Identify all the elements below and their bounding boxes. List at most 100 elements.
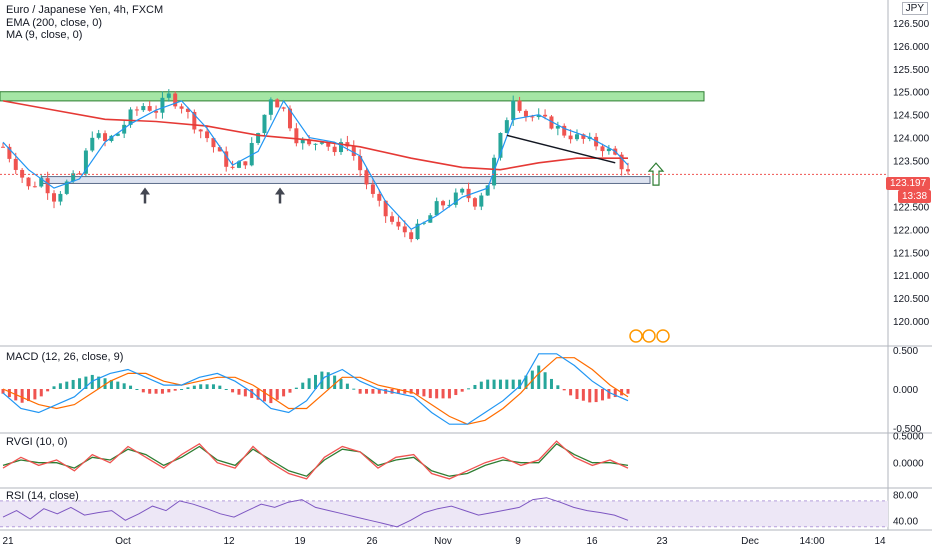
macd-histogram-bar: [345, 383, 349, 389]
macd-histogram-bar: [288, 389, 292, 393]
candle-body: [434, 201, 439, 216]
macd-histogram-bar: [562, 389, 566, 391]
macd-histogram-bar: [307, 378, 311, 389]
candle-body: [20, 169, 25, 178]
macd-histogram-bar: [524, 375, 528, 389]
macd-histogram-bar: [52, 386, 56, 389]
price-tick-label: 123.500: [893, 157, 930, 168]
macd-histogram-bar: [141, 389, 145, 393]
macd-histogram-bar: [396, 389, 400, 394]
candle-body: [281, 107, 286, 109]
rsi-band: [0, 500, 888, 527]
candle-body: [236, 161, 241, 168]
support-band: [41, 176, 651, 184]
macd-histogram-bar: [588, 389, 592, 403]
macd-histogram-bar: [556, 385, 560, 389]
macd-tick-label: 0.500: [893, 346, 918, 357]
macd-histogram-bar: [326, 372, 330, 389]
candle-body: [517, 100, 522, 111]
candle-body: [441, 201, 446, 206]
macd-histogram-bar: [46, 389, 50, 392]
candle-body: [460, 188, 465, 193]
candle-body: [52, 193, 57, 202]
candle-body: [626, 169, 630, 172]
candle-body: [498, 133, 503, 158]
macd-line: [2, 353, 629, 425]
price-tick-label: 126.000: [893, 42, 930, 53]
candle-body: [109, 135, 114, 142]
candle-body: [619, 154, 624, 170]
candle-body: [160, 97, 165, 113]
macd-histogram-bar: [498, 379, 502, 389]
candle-body: [230, 166, 235, 168]
macd-histogram-bar: [377, 389, 381, 394]
macd-histogram-bar: [486, 379, 490, 389]
candle-body: [128, 109, 133, 125]
candle-body: [224, 151, 229, 167]
candle-body: [511, 100, 516, 121]
rsi-line: [2, 497, 629, 528]
candle-body: [568, 135, 573, 140]
up-arrow-icon: [275, 187, 285, 195]
currency-button[interactable]: JPY: [901, 2, 928, 15]
macd-histogram-bar: [154, 389, 158, 394]
macd-histogram-bar: [186, 387, 190, 389]
macd-histogram-bar: [231, 389, 235, 393]
macd-histogram-bar: [422, 389, 426, 397]
candle-body: [370, 184, 375, 194]
macd-histogram-bar: [116, 381, 120, 389]
macd-histogram-bar: [135, 389, 139, 390]
macd-histogram-bar: [416, 389, 420, 395]
candle-body: [173, 93, 178, 107]
macd-histogram-bar: [275, 389, 279, 400]
candle-body: [383, 200, 388, 217]
macd-histogram-bar: [600, 389, 604, 401]
ema-legend: EMA (200, close, 0): [6, 17, 102, 29]
rsi-tick-label: 80.00: [893, 490, 918, 501]
macd-histogram-bar: [78, 378, 82, 389]
event-marker-icon: [629, 329, 643, 343]
time-tick-label: Oct: [115, 536, 131, 547]
macd-histogram-bar: [58, 383, 62, 389]
candle-body: [179, 106, 184, 109]
candle-body: [90, 137, 95, 151]
macd-histogram-bar: [1, 389, 5, 394]
time-tick-label: 23: [656, 536, 668, 547]
price-tick-label: 122.000: [893, 225, 930, 236]
candle-body: [211, 138, 216, 148]
macd-histogram-bar: [173, 389, 177, 391]
macd-histogram-bar: [224, 389, 228, 390]
candle-body: [606, 148, 611, 152]
candle-body: [581, 134, 586, 139]
candle-body: [396, 221, 401, 227]
price-tick-label: 122.500: [893, 202, 930, 213]
macd-histogram-bar: [607, 389, 611, 399]
time-tick-label: 19: [294, 536, 306, 547]
candle-body: [447, 204, 452, 206]
candle-body: [600, 146, 605, 152]
event-marker-icon: [656, 329, 670, 343]
macd-histogram-bar: [243, 389, 247, 397]
candle-body: [402, 226, 407, 233]
candle-body: [243, 161, 248, 166]
time-tick-label: 14: [874, 536, 886, 547]
macd-histogram-bar: [237, 389, 241, 395]
macd-histogram-bar: [460, 389, 464, 392]
macd-histogram-bar: [467, 388, 471, 390]
candle-body: [32, 186, 37, 188]
symbol-title: Euro / Japanese Yen, 4h, FXCM: [6, 4, 164, 16]
time-tick-label: 12: [223, 536, 235, 547]
candle-body: [300, 139, 305, 144]
macd-histogram-bar: [479, 381, 483, 389]
macd-histogram-bar: [447, 389, 451, 399]
candle-body: [326, 142, 331, 147]
candle-body: [262, 114, 267, 134]
candle-body: [154, 110, 159, 113]
candle-body: [45, 178, 50, 194]
candle-body: [275, 99, 280, 108]
macd-histogram-bar: [384, 389, 388, 394]
candle-body: [166, 93, 171, 98]
price-tick-label: 121.000: [893, 271, 930, 282]
